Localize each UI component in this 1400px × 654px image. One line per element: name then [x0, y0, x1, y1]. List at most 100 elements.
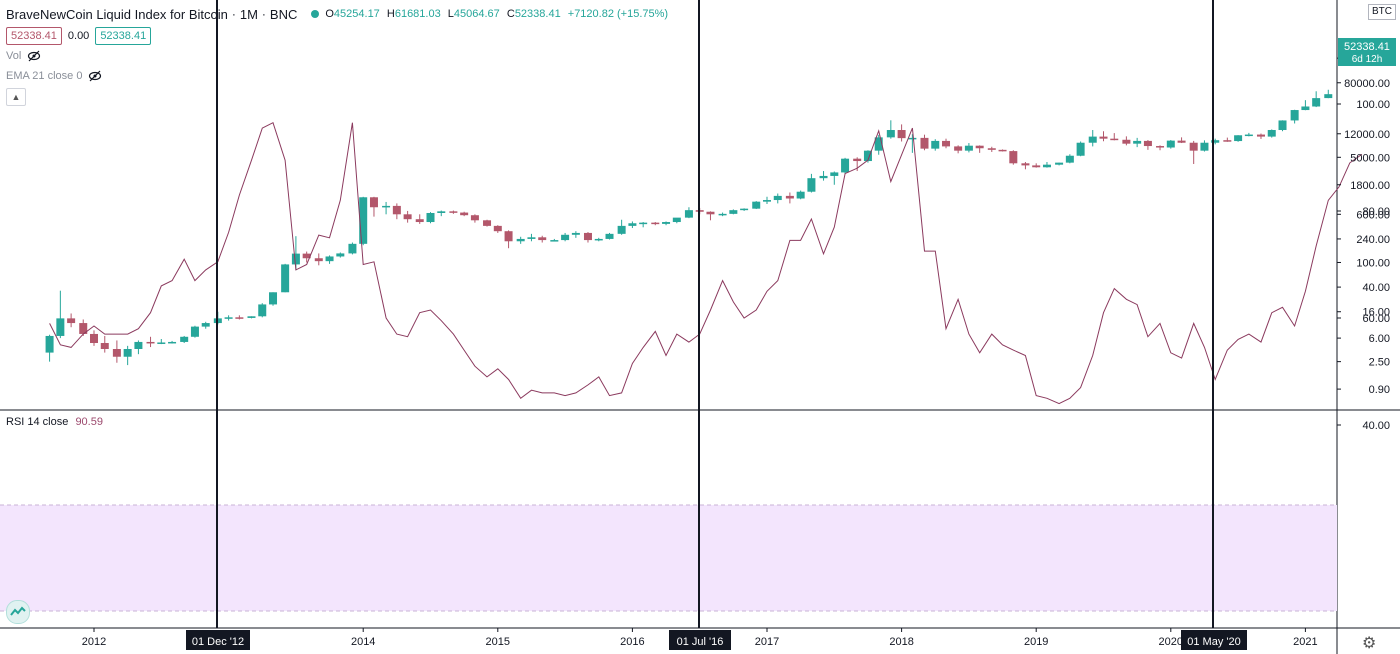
rsi-tick-label: 40.00 [1362, 420, 1390, 432]
time-tick-label: 2017 [755, 636, 779, 648]
candle [1177, 137, 1186, 144]
candle-body [157, 342, 166, 344]
candle-body [1122, 139, 1131, 144]
candle-body [1200, 142, 1209, 151]
candle-body [550, 240, 559, 242]
rsi-tick-label: 100.00 [1356, 99, 1390, 111]
ohlc-values: O45254.17 H61681.03 L45064.67 C52338.41 … [325, 8, 669, 20]
price-tick-label: 240.00 [1356, 234, 1390, 246]
time-tick-label: 2021 [1293, 636, 1317, 648]
candle [942, 138, 951, 149]
ask-box[interactable]: 52338.41 [95, 27, 152, 45]
candle [987, 146, 996, 152]
high-value: 61681.03 [394, 8, 441, 20]
candle-body [470, 215, 479, 221]
current-price-label: 52338.41 [1344, 41, 1390, 53]
candle [931, 139, 940, 151]
candle-body [67, 318, 76, 324]
candle-body [583, 232, 592, 241]
candle-body [1156, 146, 1165, 148]
market-status-icon [311, 10, 320, 18]
candle-body [79, 323, 88, 334]
candle-body [718, 213, 727, 216]
candle-body [224, 317, 233, 319]
candle-body [651, 222, 660, 225]
tradingview-logo[interactable] [6, 600, 30, 624]
candle-body [662, 222, 671, 224]
candle [437, 210, 446, 217]
gear-icon[interactable]: ⚙ [1362, 635, 1377, 652]
candle-body [100, 343, 109, 350]
candle [1189, 140, 1198, 164]
candle [493, 225, 502, 233]
candle [1166, 140, 1175, 149]
candle [998, 149, 1007, 152]
rsi-legend[interactable]: RSI 14 close 90.59 [6, 416, 103, 428]
vol-indicator[interactable]: Vol [6, 46, 672, 66]
bid-box[interactable]: 52338.41 [6, 27, 62, 45]
candlestick-series [45, 89, 1333, 366]
candle [112, 340, 121, 363]
candle-body [123, 349, 132, 357]
candle [1133, 137, 1142, 148]
currency-badge[interactable]: BTC [1368, 4, 1396, 20]
candle [1009, 150, 1018, 165]
candle [752, 201, 761, 210]
candle-body [483, 220, 492, 226]
svg-text:01 Jul '16: 01 Jul '16 [677, 636, 724, 648]
candle [79, 319, 88, 336]
candle [1267, 129, 1276, 138]
quote-row: 52338.41 0.00 52338.41 [6, 26, 672, 46]
candle-body [504, 231, 513, 242]
interval-label[interactable]: 1M [239, 6, 258, 22]
candle [841, 157, 850, 174]
candle-body [874, 137, 883, 151]
price-tick-label: 12000.00 [1344, 129, 1390, 141]
candle-body [964, 145, 973, 151]
candle [45, 334, 54, 362]
candle-body [1110, 138, 1119, 141]
price-tick-label: 100.00 [1356, 257, 1390, 269]
rsi-line [49, 121, 1363, 405]
candle-body [1055, 162, 1064, 165]
candle [538, 235, 547, 243]
candle [100, 335, 109, 353]
candle-body [45, 335, 54, 353]
candle-body [1211, 140, 1220, 143]
open-value: 45254.17 [333, 8, 380, 20]
collapse-legend-button[interactable]: ▲ [6, 88, 26, 106]
candle-body [830, 172, 839, 176]
price-tick-label: 16.00 [1362, 307, 1390, 319]
candle [897, 124, 906, 142]
candle-body [1290, 110, 1299, 121]
candle-body [281, 264, 290, 293]
candle [1301, 100, 1310, 111]
eye-hidden-icon[interactable] [88, 69, 102, 83]
candle-body [897, 130, 906, 139]
candle [1099, 131, 1108, 142]
candle [460, 211, 469, 217]
candle [718, 212, 727, 217]
rsi-overbought-oversold-band [0, 505, 1337, 611]
candle-body [449, 211, 458, 213]
candle [617, 219, 626, 235]
eye-hidden-icon[interactable] [27, 49, 41, 63]
candle [684, 207, 693, 219]
current-price-badge: 52338.41 6d 12h [1338, 38, 1396, 66]
ema-indicator[interactable]: EMA 21 close 0 [6, 66, 672, 86]
candle [527, 233, 536, 242]
candle [146, 336, 155, 348]
candle [740, 208, 749, 211]
ema-label: EMA 21 close 0 [6, 70, 83, 82]
candle [1143, 140, 1152, 150]
candle-body [247, 316, 256, 318]
symbol-title[interactable]: BraveNewCoin Liquid Index for Bitcoin [6, 6, 228, 22]
time-tick-label: 2018 [889, 636, 913, 648]
candle-body [190, 326, 199, 337]
candle-body [1223, 140, 1232, 142]
candle [571, 231, 580, 238]
candle-body [886, 130, 895, 138]
candle-body [752, 201, 761, 209]
candle [190, 325, 199, 338]
